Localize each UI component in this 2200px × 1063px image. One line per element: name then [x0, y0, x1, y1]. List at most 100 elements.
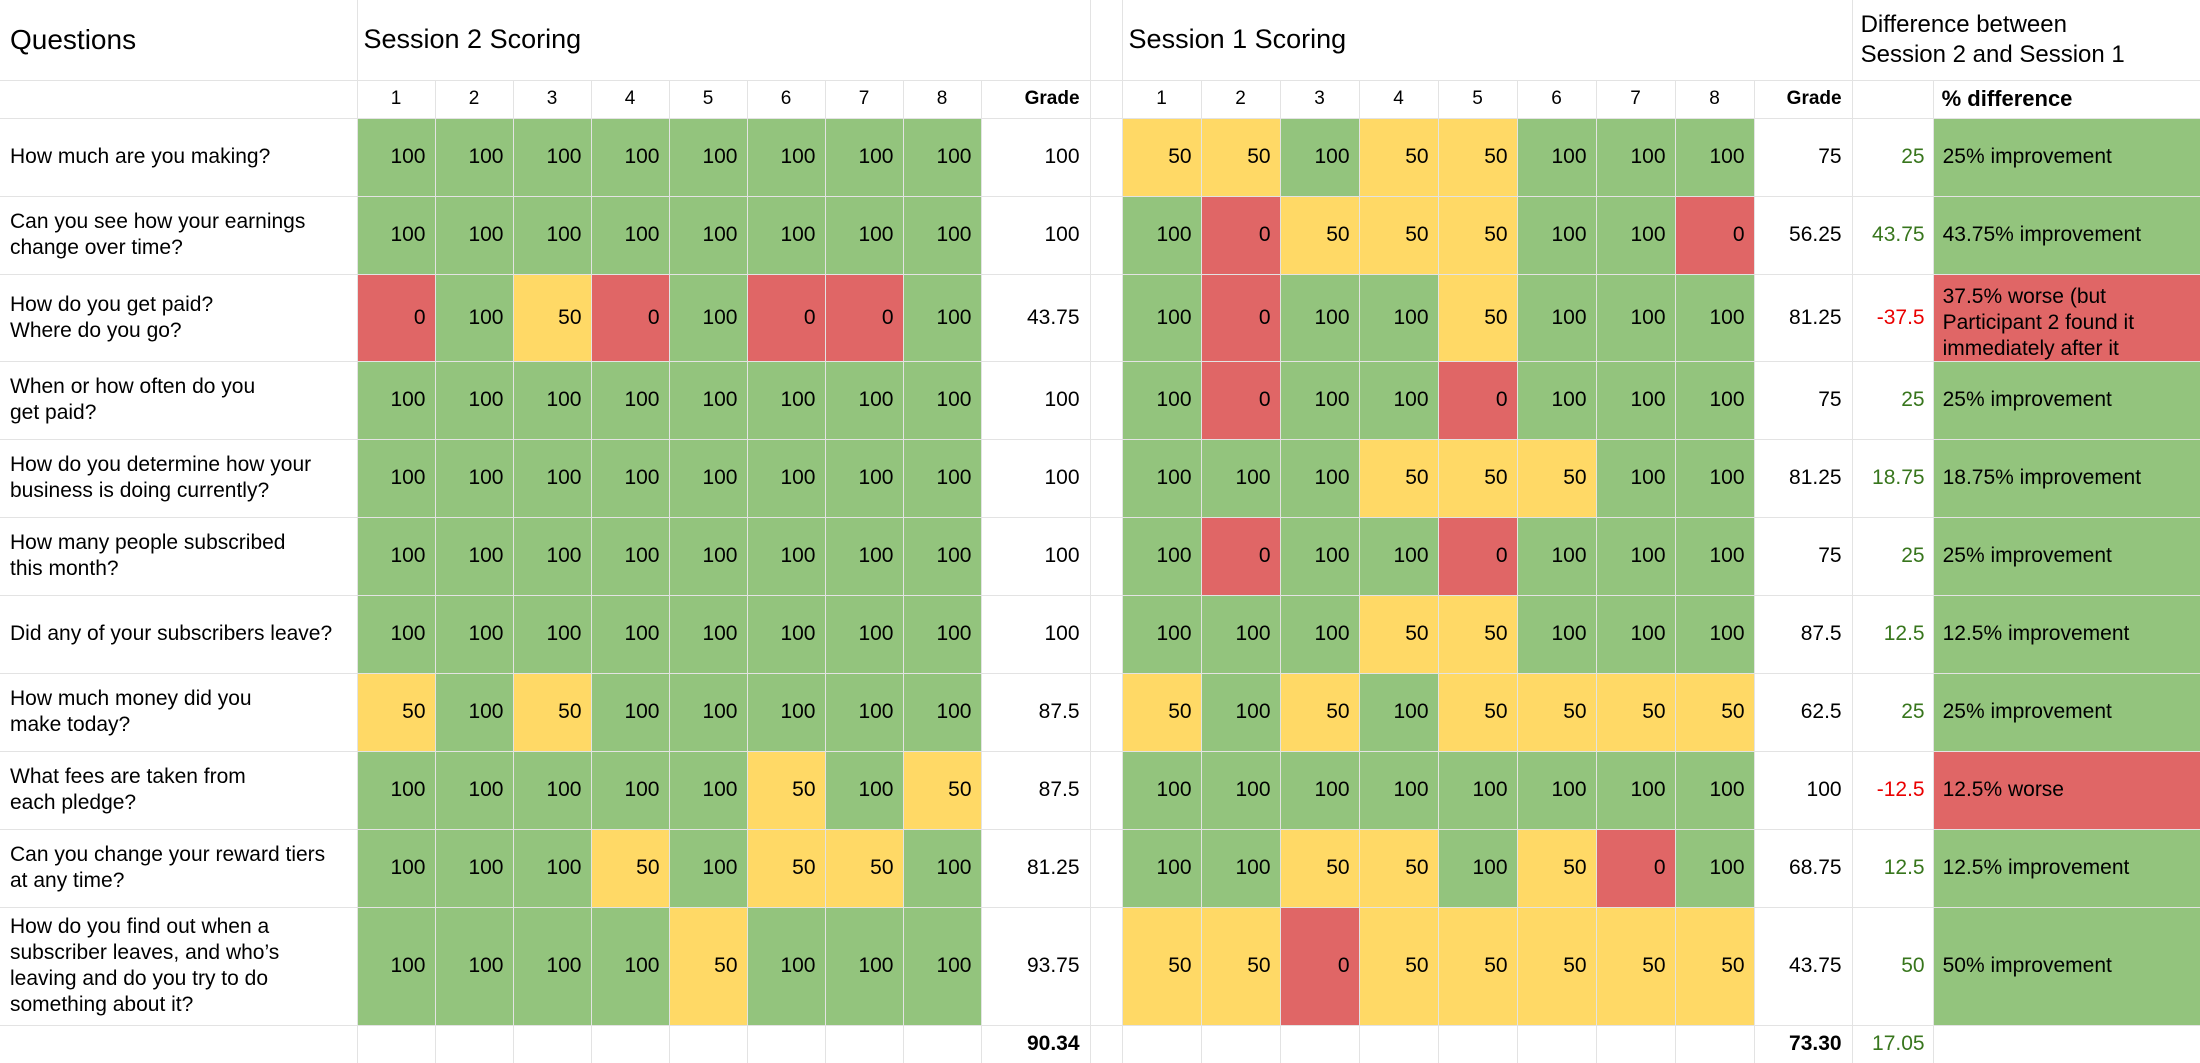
session1-score-cell[interactable]: 100	[1279, 273, 1360, 362]
session1-score-cell[interactable]: 100	[1121, 516, 1202, 596]
session2-score-cell[interactable]: 100	[512, 750, 592, 830]
empty-cell[interactable]	[1200, 1024, 1281, 1063]
session2-score-cell[interactable]: 100	[902, 906, 982, 1026]
session2-score-cell[interactable]: 100	[356, 516, 436, 596]
session2-score-cell[interactable]: 100	[902, 672, 982, 752]
session2-score-cell[interactable]: 100	[746, 516, 826, 596]
spacer-cell[interactable]	[1089, 1024, 1123, 1063]
spacer-cell[interactable]	[1089, 906, 1123, 1026]
empty-cell[interactable]	[1595, 1024, 1676, 1063]
session2-score-cell[interactable]: 100	[668, 828, 748, 908]
session1-score-cell[interactable]: 100	[1674, 828, 1755, 908]
session1-score-cell[interactable]: 100	[1358, 360, 1439, 440]
session2-grade-cell[interactable]: 100	[980, 117, 1091, 197]
session1-grade-cell[interactable]: 100	[1753, 750, 1853, 830]
session2-participant-column-header[interactable]: 3	[512, 79, 592, 119]
session1-score-cell[interactable]: 50	[1121, 906, 1202, 1026]
empty-cell[interactable]	[434, 1024, 514, 1063]
session2-score-cell[interactable]: 100	[746, 360, 826, 440]
session2-score-cell[interactable]: 100	[590, 117, 670, 197]
session1-participant-column-header[interactable]: 2	[1200, 79, 1281, 119]
empty-cell[interactable]	[1121, 1024, 1202, 1063]
session1-score-cell[interactable]: 100	[1595, 195, 1676, 275]
session2-score-cell[interactable]: 100	[668, 750, 748, 830]
session2-score-cell[interactable]: 100	[902, 117, 982, 197]
session2-score-cell[interactable]: 100	[434, 750, 514, 830]
empty-cell[interactable]	[512, 1024, 592, 1063]
session1-score-cell[interactable]: 100	[1121, 360, 1202, 440]
session1-score-cell[interactable]: 0	[1437, 516, 1518, 596]
question-cell[interactable]: Can you see how your earnings change ove…	[0, 195, 358, 275]
session2-score-cell[interactable]: 100	[434, 438, 514, 518]
session2-score-cell[interactable]: 100	[434, 672, 514, 752]
session1-score-cell[interactable]: 100	[1200, 750, 1281, 830]
empty-cell[interactable]	[902, 1024, 982, 1063]
session2-average-cell[interactable]: 90.34	[980, 1024, 1091, 1063]
empty-cell[interactable]	[1279, 1024, 1360, 1063]
session1-average-cell[interactable]: 73.30	[1753, 1024, 1853, 1063]
session1-score-cell[interactable]: 50	[1437, 594, 1518, 674]
session1-score-cell[interactable]: 100	[1674, 360, 1755, 440]
empty-cell[interactable]	[0, 1024, 358, 1063]
session1-score-cell[interactable]: 0	[1437, 360, 1518, 440]
session1-score-cell[interactable]: 100	[1516, 360, 1597, 440]
session1-score-cell[interactable]: 0	[1200, 273, 1281, 362]
session2-participant-column-header[interactable]: 4	[590, 79, 670, 119]
spacer-cell[interactable]	[1089, 195, 1123, 275]
session1-score-cell[interactable]: 50	[1674, 672, 1755, 752]
session1-score-cell[interactable]: 0	[1200, 516, 1281, 596]
session2-score-cell[interactable]: 100	[356, 906, 436, 1026]
session1-score-cell[interactable]: 100	[1279, 117, 1360, 197]
empty-cell[interactable]	[356, 1024, 436, 1063]
session2-score-cell[interactable]: 50	[746, 828, 826, 908]
session2-score-cell[interactable]: 100	[356, 117, 436, 197]
session1-score-cell[interactable]: 100	[1674, 750, 1755, 830]
difference-value-cell[interactable]: 12.5	[1851, 594, 1934, 674]
session1-score-cell[interactable]: 100	[1674, 438, 1755, 518]
session2-score-cell[interactable]: 100	[512, 906, 592, 1026]
difference-value-cell[interactable]: 12.5	[1851, 828, 1934, 908]
session2-score-cell[interactable]: 100	[512, 828, 592, 908]
session2-participant-column-header[interactable]: 1	[356, 79, 436, 119]
questions-title[interactable]: Questions	[0, 0, 358, 81]
session2-score-cell[interactable]: 100	[824, 672, 904, 752]
percent-difference-cell[interactable]: 25% improvement	[1932, 672, 2200, 752]
session1-score-cell[interactable]: 100	[1516, 195, 1597, 275]
spacer-cell[interactable]	[1089, 360, 1123, 440]
session1-grade-header[interactable]: Grade	[1753, 79, 1853, 119]
session1-score-cell[interactable]: 100	[1279, 438, 1360, 518]
session2-score-cell[interactable]: 100	[668, 360, 748, 440]
session2-score-cell[interactable]: 50	[824, 828, 904, 908]
empty-cell[interactable]	[590, 1024, 670, 1063]
session1-score-cell[interactable]: 100	[1595, 273, 1676, 362]
session1-grade-cell[interactable]: 87.5	[1753, 594, 1853, 674]
spacer-cell[interactable]	[1089, 0, 1123, 81]
session2-participant-column-header[interactable]: 2	[434, 79, 514, 119]
session1-participant-column-header[interactable]: 6	[1516, 79, 1597, 119]
session2-score-cell[interactable]: 100	[356, 438, 436, 518]
session2-score-cell[interactable]: 0	[746, 273, 826, 362]
session1-score-cell[interactable]: 50	[1516, 438, 1597, 518]
percent-difference-cell[interactable]: 37.5% worse (but Participant 2 found it …	[1932, 273, 2200, 362]
session2-score-cell[interactable]: 100	[590, 360, 670, 440]
session1-score-cell[interactable]: 100	[1516, 273, 1597, 362]
percent-difference-cell[interactable]: 12.5% improvement	[1932, 828, 2200, 908]
session1-score-cell[interactable]: 100	[1200, 438, 1281, 518]
session2-score-cell[interactable]: 50	[590, 828, 670, 908]
session1-score-cell[interactable]: 0	[1279, 906, 1360, 1026]
session2-score-cell[interactable]: 100	[746, 438, 826, 518]
session2-score-cell[interactable]: 100	[590, 906, 670, 1026]
question-cell[interactable]: How do you determine how your business i…	[0, 438, 358, 518]
session2-score-cell[interactable]: 100	[824, 750, 904, 830]
session2-score-cell[interactable]: 50	[746, 750, 826, 830]
session1-score-cell[interactable]: 100	[1516, 750, 1597, 830]
session2-grade-cell[interactable]: 100	[980, 195, 1091, 275]
difference-value-cell[interactable]: 25	[1851, 360, 1934, 440]
session2-score-cell[interactable]: 100	[902, 438, 982, 518]
session1-score-cell[interactable]: 50	[1595, 672, 1676, 752]
difference-value-cell[interactable]: 50	[1851, 906, 1934, 1026]
empty-cell[interactable]	[824, 1024, 904, 1063]
session1-grade-cell[interactable]: 75	[1753, 360, 1853, 440]
percent-difference-cell[interactable]: 18.75% improvement	[1932, 438, 2200, 518]
session1-score-cell[interactable]: 100	[1121, 195, 1202, 275]
